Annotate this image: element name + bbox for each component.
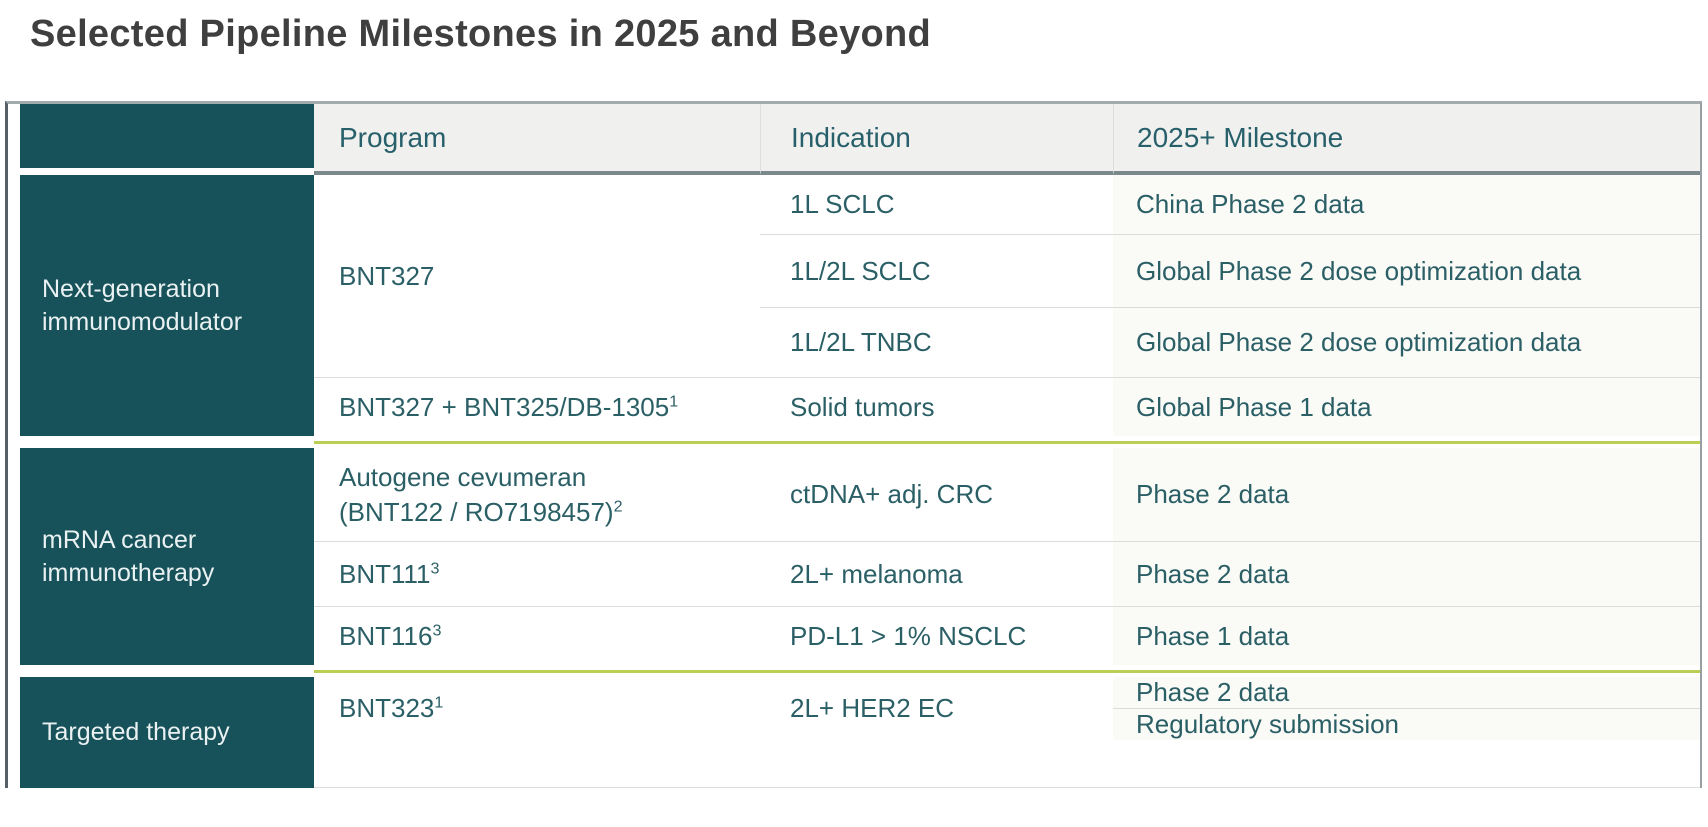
category-cell: Next-generation immunomodulator: [20, 175, 314, 436]
category-label: Next-generation immunomodulator: [42, 275, 243, 336]
section-divider-spacer: [20, 665, 314, 677]
milestone-label: Phase 2 data: [1136, 677, 1290, 707]
footnote-sup: 3: [432, 620, 442, 639]
table-row: Autogene cevumeran (BNT122 / RO7198457)2…: [314, 448, 1700, 541]
indication-cell: 2L+ melanoma: [760, 542, 1113, 606]
section-targeted-therapy: Targeted therapy BNT3231 2L+ HER2 EC Pha…: [20, 677, 1700, 788]
section-divider: [20, 665, 1700, 677]
column-header-milestone: 2025+ Milestone: [1113, 104, 1700, 175]
program-label: BNT3231: [339, 693, 444, 723]
program-group-bnt323: BNT3231 2L+ HER2 EC Phase 2 data Regulat…: [314, 677, 1700, 740]
indication-cell: 1L SCLC: [760, 175, 1113, 234]
section-divider-lime-line: [314, 669, 1700, 673]
indication-cell: 1L/2L SCLC: [760, 235, 1113, 307]
section-next-generation-immunomodulator: Next-generation immunomodulator BNT327 1…: [20, 175, 1700, 437]
section-divider: [20, 436, 1700, 448]
milestone-cell: Global Phase 1 data: [1113, 378, 1700, 436]
indication-label: ctDNA+ adj. CRC: [790, 479, 993, 509]
milestone-cell: Phase 1 data: [1113, 607, 1700, 665]
milestone-label: Phase 2 data: [1136, 479, 1290, 509]
milestone-cell: Global Phase 2 dose optimization data: [1113, 235, 1700, 307]
indication-label: 2L+ HER2 EC: [790, 693, 955, 723]
footnote-sup: 3: [430, 558, 440, 577]
section-divider-spacer: [20, 436, 314, 448]
table-row: 1L/2L SCLC Global Phase 2 dose optimizat…: [760, 234, 1700, 307]
footnote-sup: 1: [669, 391, 679, 410]
program-cell: BNT3231: [314, 677, 760, 740]
milestone-cell: China Phase 2 data: [1113, 175, 1700, 234]
indication-cell: 2L+ HER2 EC: [760, 677, 1113, 740]
category-cell: Targeted therapy: [20, 677, 314, 788]
indication-label: Solid tumors: [790, 392, 935, 422]
category-cell: mRNA cancer immunotherapy: [20, 448, 314, 665]
indication-label: PD-L1 > 1% NSCLC: [790, 620, 1027, 651]
category-header-cell: [20, 104, 314, 168]
indication-cell: PD-L1 > 1% NSCLC: [760, 607, 1113, 665]
milestone-cell: Global Phase 2 dose optimization data: [1113, 308, 1700, 377]
program-cell: Autogene cevumeran (BNT122 / RO7198457)2: [314, 448, 760, 541]
milestone-cell: Phase 2 data: [1113, 542, 1700, 606]
milestone-label: China Phase 2 data: [1136, 189, 1365, 219]
program-label: BNT1113: [339, 558, 440, 589]
column-header-program-label: Program: [339, 121, 447, 153]
milestone-label: Global Phase 2 dose optimization data: [1136, 255, 1582, 286]
milestone-cell: Phase 2 data: [1113, 448, 1700, 541]
milestone-cell: Regulatory submission: [1113, 708, 1700, 740]
indication-cell: Solid tumors: [760, 378, 1113, 437]
indication-cell: ctDNA+ adj. CRC: [760, 448, 1113, 541]
table-row: 1L SCLC China Phase 2 data: [760, 175, 1700, 234]
program-cell: BNT1163: [314, 607, 760, 665]
footnote-sup: 1: [434, 693, 444, 712]
column-header-indication-label: Indication: [791, 121, 911, 153]
table-row: BNT327 + BNT325/DB-13051 Solid tumors Gl…: [314, 377, 1700, 437]
program-label: BNT1163: [339, 620, 442, 651]
category-label: Targeted therapy: [42, 718, 230, 747]
program-cell: BNT327 + BNT325/DB-13051: [314, 378, 760, 436]
footnote-sup: 2: [613, 496, 623, 515]
indication-label: 2L+ melanoma: [790, 558, 963, 589]
category-label: mRNA cancer immunotherapy: [42, 526, 215, 587]
program-label: BNT327 + BNT325/DB-13051: [339, 391, 679, 422]
milestone-label: Global Phase 1 data: [1136, 391, 1372, 422]
milestone-label: Phase 2 data: [1136, 558, 1290, 589]
program-label: BNT327: [339, 260, 435, 291]
program-cell: BNT327: [314, 175, 760, 377]
column-header-program: Program: [314, 104, 760, 175]
indication-cell: 1L/2L TNBC: [760, 308, 1113, 377]
column-header-indication: Indication: [760, 104, 1113, 175]
milestone-label: Phase 1 data: [1136, 620, 1290, 651]
indication-label: 1L SCLC: [790, 189, 895, 219]
table-row: 1L/2L TNBC Global Phase 2 dose optimizat…: [760, 307, 1700, 377]
pipeline-milestones-table: Program Indication 2025+ Milestone Next-…: [5, 101, 1702, 788]
milestone-label: Global Phase 2 dose optimization data: [1136, 327, 1582, 357]
table-row: BNT1163 PD-L1 > 1% NSCLC Phase 1 data: [314, 606, 1700, 665]
section-divider-lime-line: [314, 440, 1700, 444]
section-mrna-cancer-immunotherapy: mRNA cancer immunotherapy Autogene cevum…: [20, 448, 1700, 665]
milestone-label: Regulatory submission: [1136, 709, 1400, 739]
indication-label: 1L/2L SCLC: [790, 255, 931, 286]
page-title: Selected Pipeline Milestones in 2025 and…: [30, 13, 932, 55]
program-label: Autogene cevumeran (BNT122 / RO7198457)2: [339, 462, 623, 527]
table-header-row: Program Indication 2025+ Milestone: [20, 104, 1700, 175]
milestone-cell: Phase 2 data: [1113, 677, 1700, 708]
indication-label: 1L/2L TNBC: [790, 327, 932, 357]
program-cell: BNT1113: [314, 542, 760, 606]
table-row: BNT1113 2L+ melanoma Phase 2 data: [314, 541, 1700, 606]
program-group-bnt327: BNT327 1L SCLC China Phase 2 data 1L/2L …: [314, 175, 1700, 377]
column-header-milestone-label: 2025+ Milestone: [1137, 121, 1344, 153]
